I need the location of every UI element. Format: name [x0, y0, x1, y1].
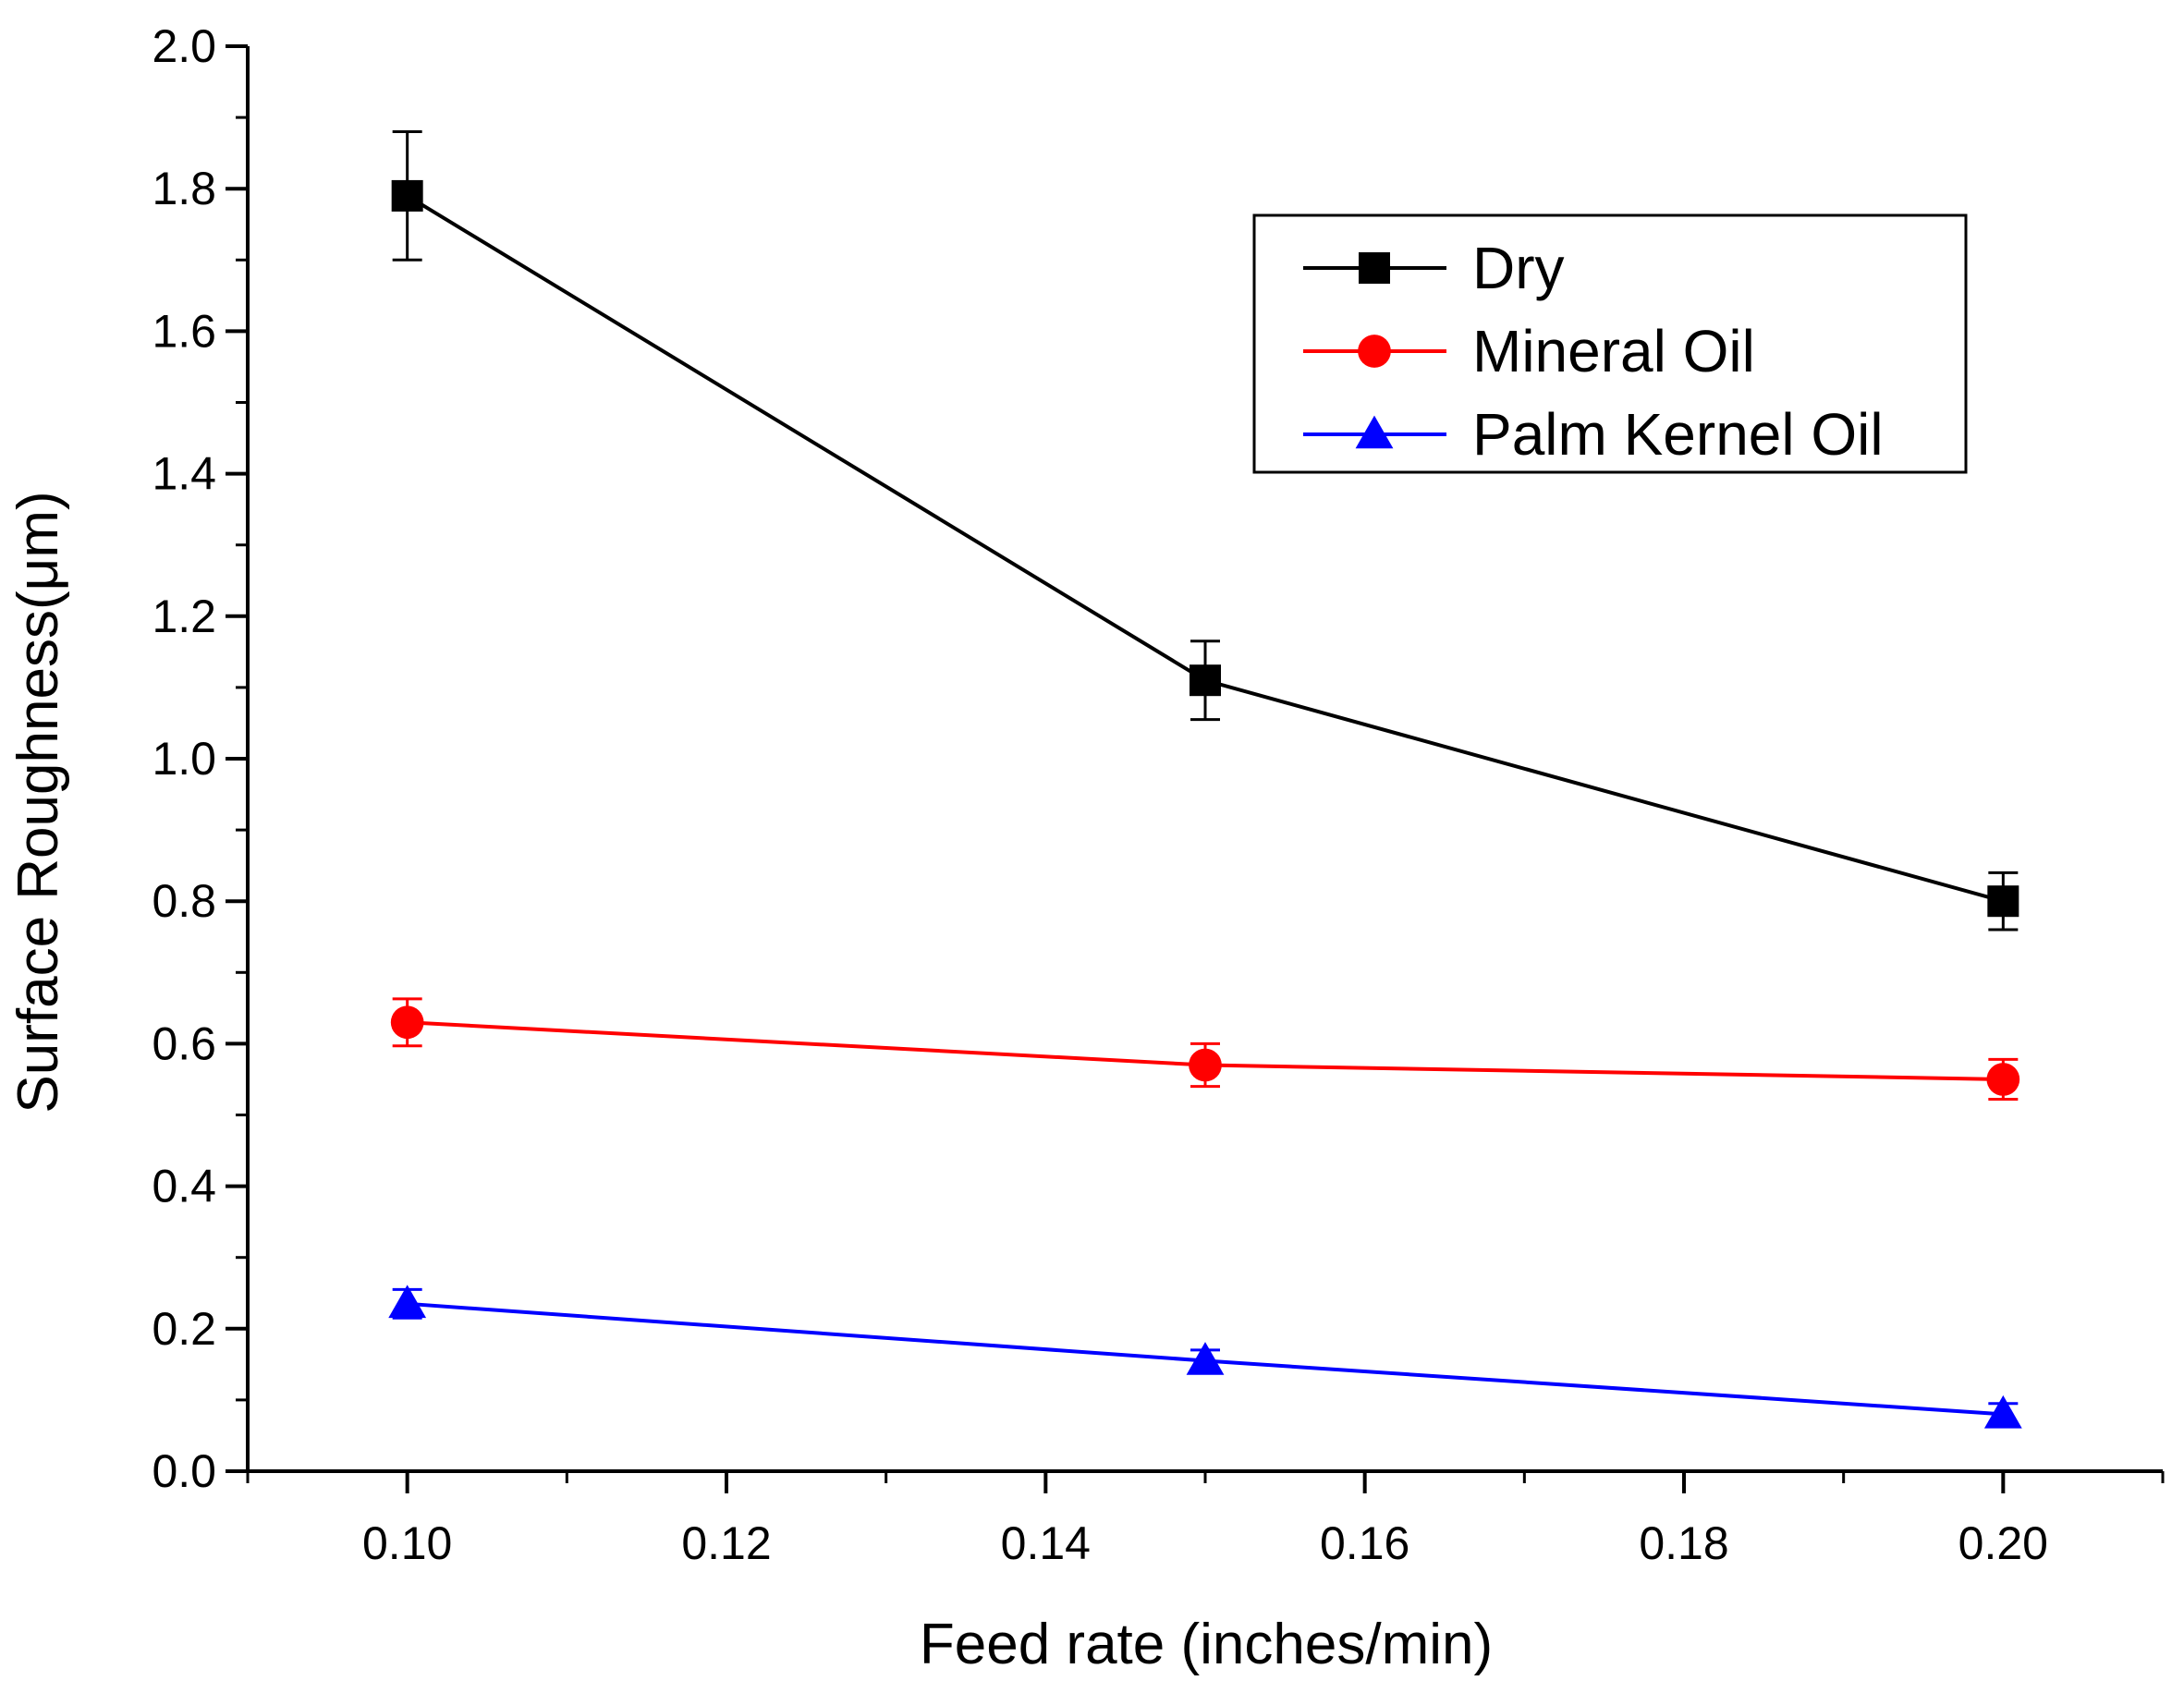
- y-tick-label: 0.4: [152, 1161, 216, 1212]
- mineral-oil-point: [1986, 1063, 2020, 1096]
- x-tick-label: 0.18: [1639, 1517, 1728, 1569]
- palm-kernel-oil-point: [388, 1285, 427, 1319]
- y-tick-label: 0.8: [152, 875, 216, 927]
- mineral-oil-point: [390, 1005, 424, 1040]
- y-tick-label: 0.0: [152, 1445, 216, 1497]
- palm-kernel-oil-point: [1186, 1342, 1225, 1375]
- axes: 0.0 0.2 0.4 0.6 0.8 1.0 1.2 1.4 1.6 1.8 2.0 0.10 0.1…: [152, 20, 2165, 1569]
- y-tick-label: 1.0: [152, 733, 216, 785]
- y-tick-label: 2.0: [152, 20, 216, 72]
- y-tick-label: 1.2: [152, 591, 216, 642]
- x-tick-label: 0.10: [362, 1517, 452, 1569]
- y-tick-label: 1.8: [152, 163, 216, 214]
- legend-marker-palm-kernel-oil: [1355, 415, 1394, 449]
- series-palm-kernel-oil: [388, 1285, 2022, 1429]
- y-tick-label: 0.2: [152, 1303, 216, 1355]
- legend-label-palm-kernel-oil: Palm Kernel Oil: [1472, 401, 1884, 468]
- legend-label-dry: Dry: [1472, 235, 1565, 301]
- dry-point: [1190, 664, 1221, 697]
- y-axis-title: Surface Roughness(μm): [6, 491, 70, 1113]
- series-dry: [391, 130, 2019, 932]
- y-tick-label: 1.6: [152, 305, 216, 357]
- x-axis-title: Feed rate (inches/min): [920, 1613, 1493, 1676]
- x-tick-label: 0.16: [1320, 1517, 1409, 1569]
- x-tick-label: 0.14: [1001, 1517, 1091, 1569]
- x-tick-label: 0.20: [1958, 1517, 2048, 1569]
- legend: Dry Mineral Oil Palm Kernel Oil: [1252, 213, 1968, 474]
- legend-marker-mineral-oil: [1358, 335, 1391, 368]
- series-mineral-oil: [390, 997, 2020, 1102]
- y-tick-label: 0.6: [152, 1017, 216, 1069]
- dry-point: [1987, 885, 2019, 918]
- dry-point: [391, 179, 423, 212]
- palm-kernel-oil-point: [1983, 1394, 2022, 1429]
- legend-marker-dry: [1359, 252, 1390, 284]
- y-tick-label: 1.4: [152, 448, 216, 500]
- x-tick-label: 0.12: [681, 1517, 771, 1569]
- mineral-oil-point: [1189, 1048, 1222, 1082]
- legend-label-mineral-oil: Mineral Oil: [1472, 318, 1755, 384]
- series-layer: [388, 130, 2022, 1429]
